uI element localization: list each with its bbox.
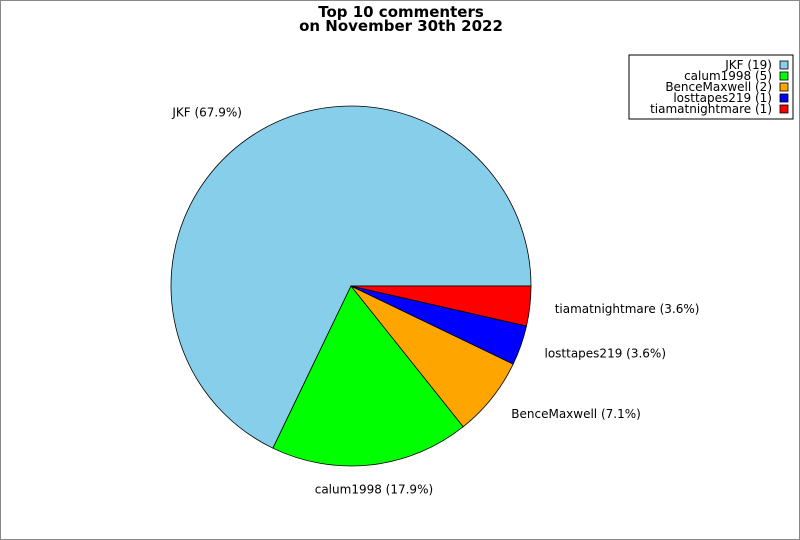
chart-title-line-1: Top 10 commenters <box>318 3 484 21</box>
legend-label: JKF (19) <box>724 58 772 72</box>
legend-swatch <box>779 60 789 70</box>
pie-slice-tiamatnightmare <box>350 285 532 327</box>
legend-swatch <box>779 82 789 92</box>
legend: JKF (19)calum1998 (5)BenceMaxwell (2)los… <box>628 54 794 120</box>
legend-label: calum1998 (5) <box>684 69 772 83</box>
legend-label: tiamatnightmare (1) <box>650 102 772 116</box>
legend-label: BenceMaxwell (2) <box>665 80 772 94</box>
legend-label: losttapes219 (1) <box>673 91 772 105</box>
slice-label: calum1998 (17.9%) <box>315 483 433 497</box>
slice-label: BenceMaxwell (7.1%) <box>511 407 641 421</box>
legend-swatch <box>779 104 789 114</box>
legend-swatch <box>779 93 789 103</box>
chart-title-line-2: on November 30th 2022 <box>299 17 503 35</box>
pie-slice-jkf <box>170 105 532 449</box>
slice-label: JKF (67.9%) <box>171 105 242 119</box>
legend-swatch <box>779 71 789 81</box>
slice-label: losttapes219 (3.6%) <box>544 347 666 361</box>
slice-label: tiamatnightmare (3.6%) <box>555 302 700 316</box>
pie-slice-calum1998 <box>272 285 464 467</box>
